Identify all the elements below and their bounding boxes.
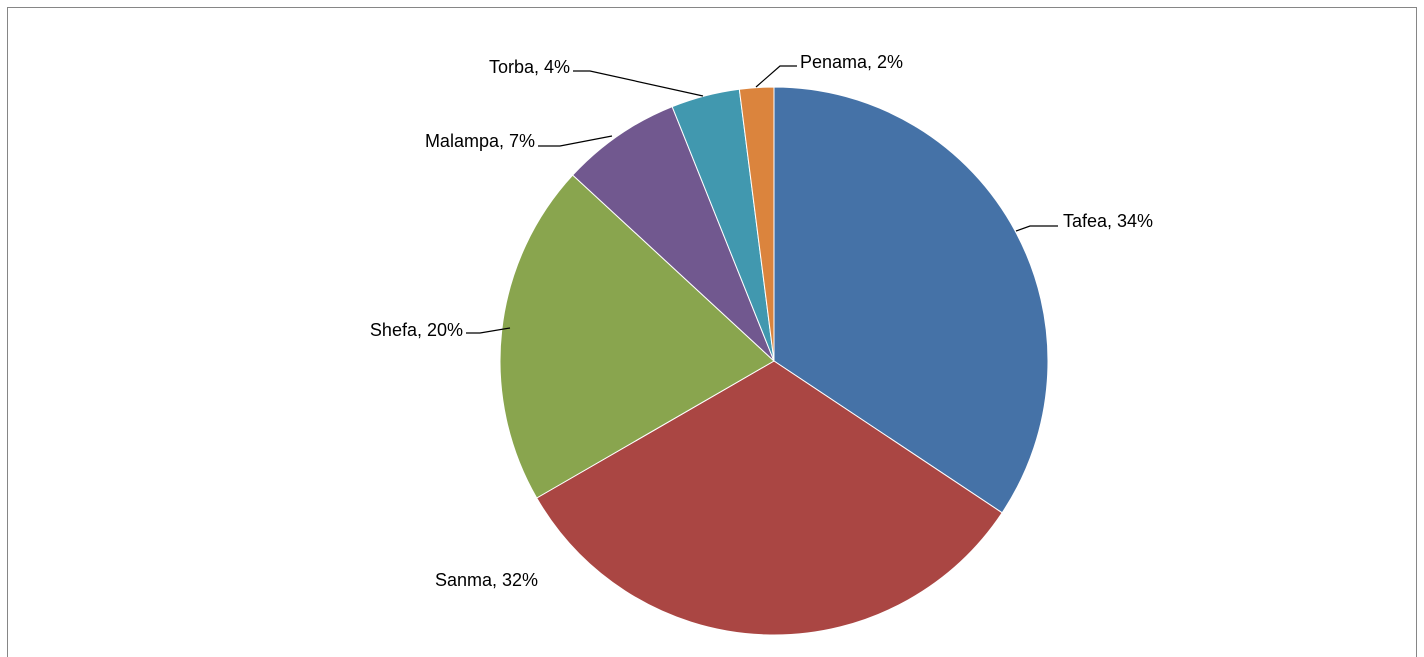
pie-slice [536,360,1003,636]
data-label: Torba, 4% [489,57,570,77]
leader-line [466,327,511,334]
leader-line [538,135,613,147]
leader-line [755,65,797,88]
pie-slice [738,86,775,362]
pie-slice [499,174,775,499]
data-label: Tafea, 34% [1063,211,1153,231]
data-label: Sanma, 32% [435,570,538,590]
data-label: Penama, 2% [800,52,903,72]
data-label: Shefa, 20% [370,320,463,340]
leader-line [1015,225,1058,232]
data-label: Malampa, 7% [425,131,535,151]
pie-slice [572,105,775,362]
leader-line [573,70,704,97]
